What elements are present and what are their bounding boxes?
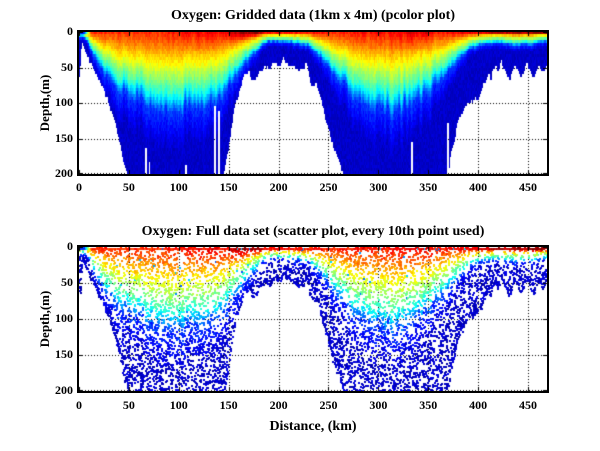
pcolor-x-tick-label-100: 100 (169, 180, 188, 194)
pcolor-x-tick-label-450: 450 (519, 180, 538, 194)
scatter-x-tick-label-350: 350 (419, 398, 438, 412)
pcolor-x-tick-label-300: 300 (369, 180, 388, 194)
scatter-x-tick-label-250: 250 (319, 398, 338, 412)
pcolor-y-tick-label-50: 50 (61, 59, 73, 74)
scatter-y-tick-label-200: 200 (55, 383, 73, 397)
pcolor-x-tick-label-150: 150 (219, 180, 238, 194)
pcolor-x-tick-label-50: 50 (122, 180, 135, 194)
pcolor-x-tick-label-250: 250 (319, 180, 338, 194)
scatter-x-tick-label-0: 0 (76, 398, 82, 412)
pcolor-y-tick-label-200: 200 (55, 166, 73, 180)
pcolor-y-tick-label-150: 150 (55, 130, 73, 145)
scatter-y-tick-label-100: 100 (55, 311, 73, 325)
pcolor-x-tick-label-400: 400 (469, 180, 488, 194)
distance-axis-label: Distance, (km) (269, 419, 357, 434)
scatter-x-tick-label-200: 200 (269, 398, 288, 412)
pcolor-plot-canvas (79, 32, 547, 174)
scatter-title: Oxygen: Full data set (scatter plot, eve… (141, 224, 485, 239)
scatter-axes (77, 245, 549, 393)
scatter-plot-canvas (79, 247, 547, 391)
scatter-x-tick-label-450: 450 (519, 398, 538, 412)
pcolor-x-tick-label-350: 350 (419, 180, 438, 194)
scatter-y-tick-label-50: 50 (61, 275, 73, 289)
scatter-x-tick-label-300: 300 (369, 398, 388, 412)
scatter-y-tick-label-0: 0 (67, 239, 73, 253)
scatter-x-tick-label-50: 50 (122, 398, 135, 412)
scatter-x-tick-label-150: 150 (219, 398, 238, 412)
scatter-x-tick-label-400: 400 (469, 398, 488, 412)
pcolor-title: Oxygen: Gridded data (1km x 4m) (pcolor … (170, 8, 455, 23)
pcolor-x-tick-label-200: 200 (269, 180, 288, 194)
pcolor-x-tick-label-0: 0 (76, 180, 82, 194)
pcolor-y-tick-label-100: 100 (55, 95, 73, 109)
scatter-x-tick-label-100: 100 (169, 398, 188, 412)
pcolor-y-tick-label-0: 0 (67, 24, 73, 38)
pcolor-axes (77, 30, 549, 176)
scatter-y-tick-label-150: 150 (55, 347, 73, 361)
